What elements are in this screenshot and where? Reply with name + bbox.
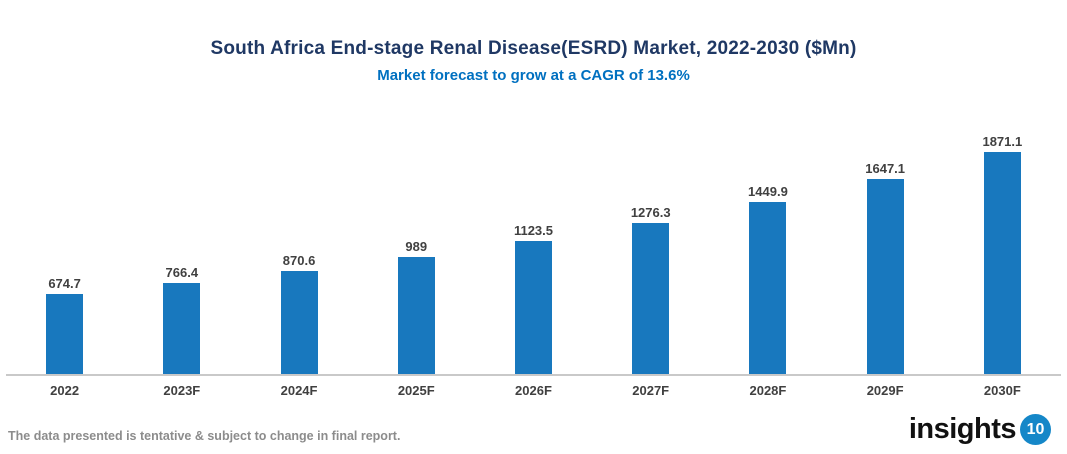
bar [163, 283, 201, 374]
bar-group-2022: 674.7 [6, 134, 123, 374]
bar-group-2030F: 1871.1 [944, 134, 1061, 374]
bar-value-label: 674.7 [48, 275, 81, 291]
bar-group-2025F: 989 [358, 134, 475, 374]
bar-value-label: 766.4 [165, 265, 199, 281]
disclaimer-text: The data presented is tentative & subjec… [8, 429, 401, 443]
bar-group-2028F: 1449.9 [709, 134, 826, 374]
bar-value-label: 1276.3 [630, 204, 671, 220]
bar-group-2027F: 1276.3 [592, 134, 709, 374]
bar [632, 222, 670, 374]
bar-group-2029F: 1647.1 [827, 134, 944, 374]
x-axis-label: 2026F [515, 383, 552, 398]
bar-value-label: 1871.1 [982, 134, 1023, 149]
bar-value-label: 1449.9 [748, 183, 788, 199]
plot-area: 674.7 766.4 870.6 989 1123.5 1276.3 1449.9 1647… [6, 134, 1061, 398]
bar [514, 240, 552, 374]
logo-badge-10: 10 [1020, 414, 1051, 445]
logo-text: insights [908, 413, 1017, 445]
bar-value-label: 1123.5 [513, 222, 553, 238]
bar [749, 201, 787, 374]
footer: The data presented is tentative & subjec… [8, 413, 1051, 446]
x-axis-labels: 2022 2023F 2024F 2025F 2026F 2027F 2028F 2029F 2… [6, 376, 1061, 398]
insights10-logo: insights 10 [909, 413, 1051, 446]
bar-value-label: 870.6 [282, 252, 316, 268]
x-axis-label: 2022 [50, 383, 80, 398]
x-axis-label: 2023F [163, 383, 201, 398]
bar [866, 178, 904, 374]
x-axis-label: 2028F [749, 383, 787, 398]
bar [983, 152, 1021, 374]
chart-title: South Africa End-stage Renal Disease(ESR… [210, 38, 857, 59]
bar-group-2023F: 766.4 [123, 134, 240, 374]
bar-group-2026F: 1123.5 [475, 134, 592, 374]
chart-subtitle: Market forecast to grow at a CAGR of 13.… [377, 67, 690, 84]
bar [280, 270, 318, 374]
x-axis-label: 2027F [632, 383, 670, 398]
chart-header: South Africa End-stage Renal Disease(ESR… [0, 0, 1067, 84]
x-axis-label: 2029F [866, 383, 904, 398]
bar-group-2024F: 870.6 [240, 134, 357, 374]
bar [46, 293, 84, 374]
bar-value-label: 989 [405, 238, 428, 254]
x-axis-label: 2024F [280, 383, 318, 398]
bar-plot: 674.7 766.4 870.6 989 1123.5 1276.3 1449.9 1647… [6, 134, 1061, 376]
x-axis-label: 2025F [397, 383, 435, 398]
bar-value-label: 1647.1 [865, 160, 906, 176]
bar [397, 256, 435, 374]
x-axis-label: 2030F [983, 383, 1021, 398]
